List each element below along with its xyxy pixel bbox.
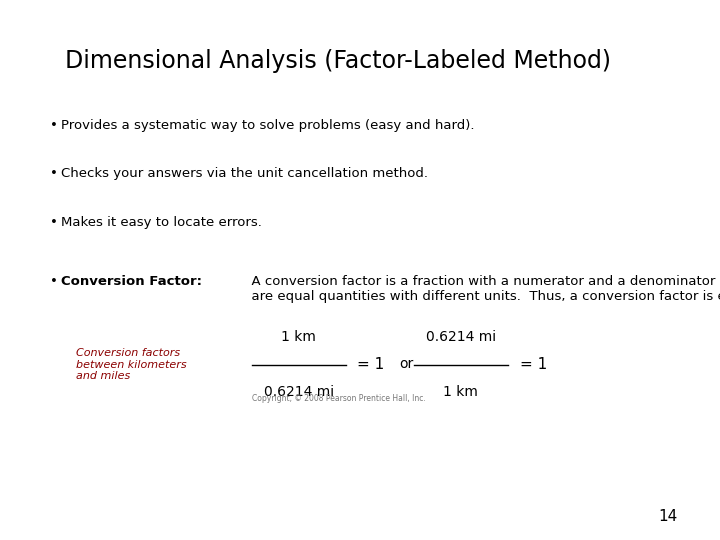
Text: Conversion Factor:: Conversion Factor:: [61, 275, 202, 288]
Text: •: •: [50, 167, 58, 180]
Text: Dimensional Analysis (Factor-Labeled Method): Dimensional Analysis (Factor-Labeled Met…: [65, 49, 611, 72]
Text: Checks your answers via the unit cancellation method.: Checks your answers via the unit cancell…: [61, 167, 428, 180]
Text: Makes it easy to locate errors.: Makes it easy to locate errors.: [61, 216, 262, 229]
Text: Provides a systematic way to solve problems (easy and hard).: Provides a systematic way to solve probl…: [61, 119, 474, 132]
Text: = 1: = 1: [357, 357, 384, 372]
Text: 1 km: 1 km: [444, 385, 478, 399]
Text: •: •: [50, 275, 58, 288]
Text: = 1: = 1: [520, 357, 547, 372]
Text: Copyright, © 2008 Pearson Prentice Hall, Inc.: Copyright, © 2008 Pearson Prentice Hall,…: [252, 394, 426, 403]
Text: 0.6214 mi: 0.6214 mi: [264, 385, 334, 399]
Text: A conversion factor is a fraction with a numerator and a denominator that
  are : A conversion factor is a fraction with a…: [243, 275, 720, 303]
Text: or: or: [400, 357, 414, 372]
Text: 1 km: 1 km: [282, 330, 316, 344]
Text: Conversion factors
between kilometers
and miles: Conversion factors between kilometers an…: [76, 348, 186, 381]
Text: •: •: [50, 216, 58, 229]
Text: 0.6214 mi: 0.6214 mi: [426, 330, 496, 344]
Text: 14: 14: [659, 509, 678, 524]
Text: •: •: [50, 119, 58, 132]
